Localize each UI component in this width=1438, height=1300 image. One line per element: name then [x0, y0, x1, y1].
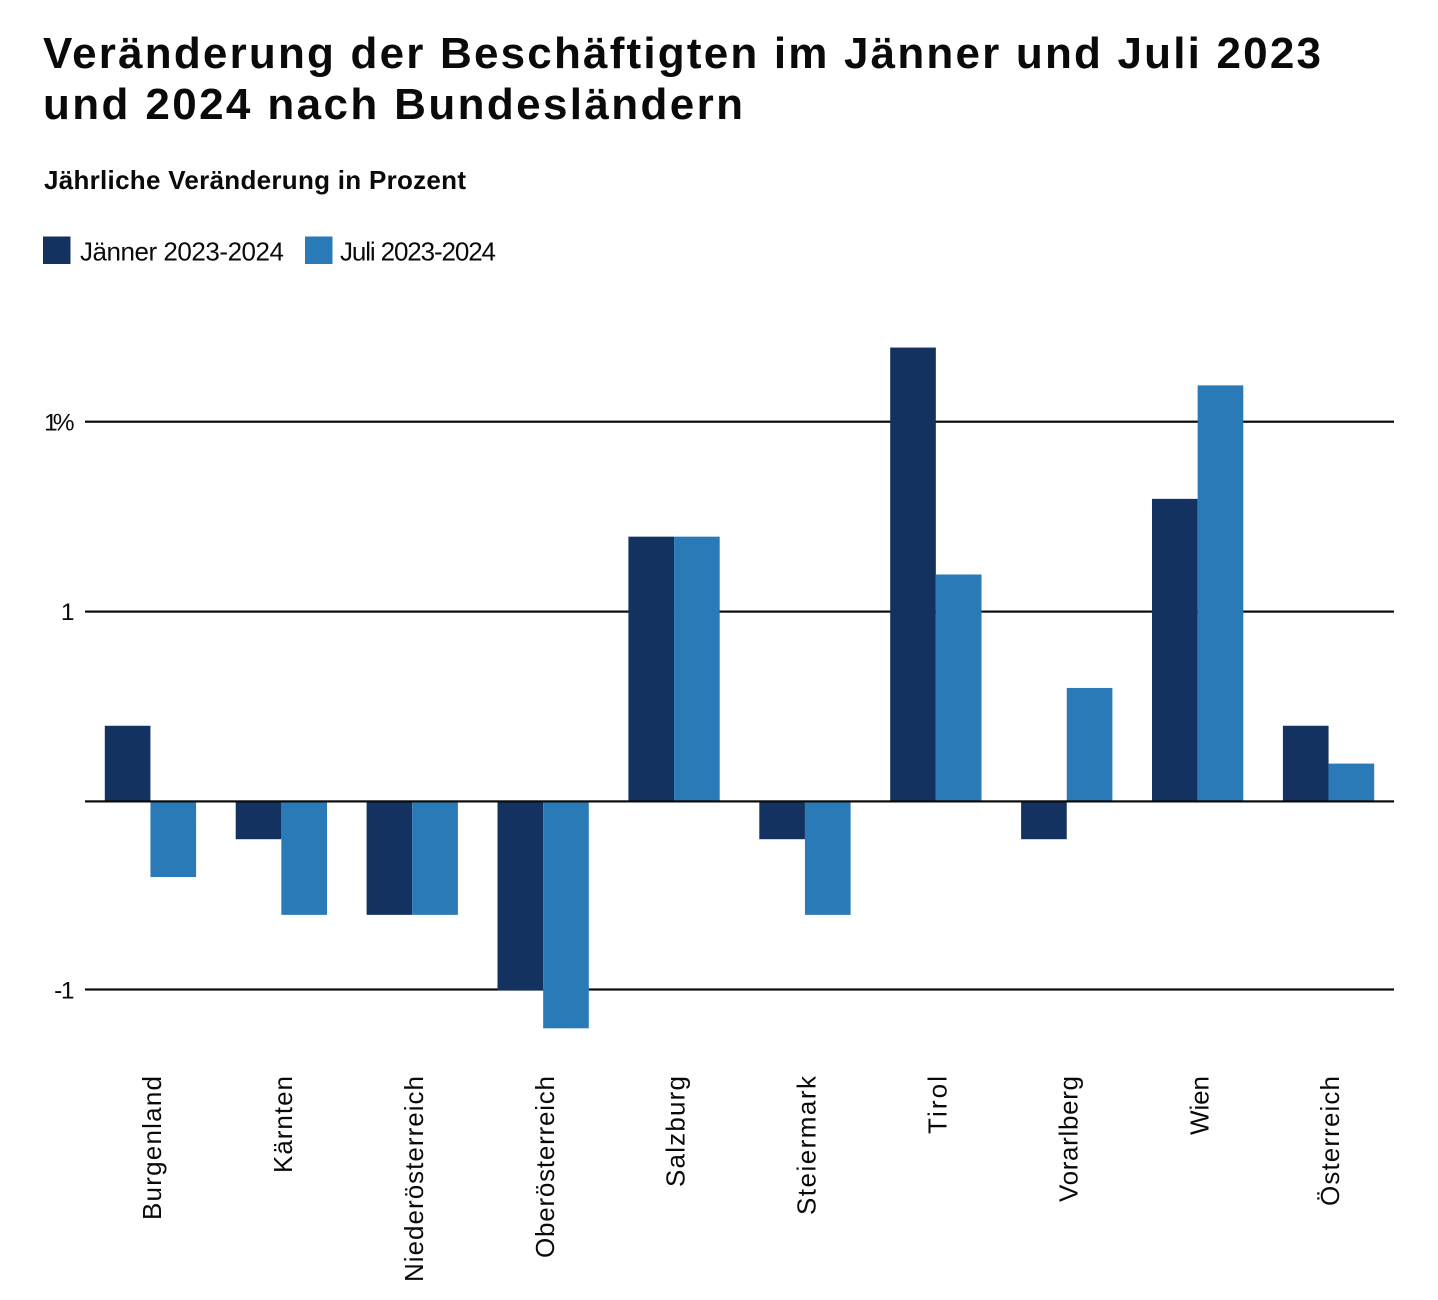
- svg-text:Veränderung der Beschäftigten: Veränderung der Beschäftigten im Jänner …: [43, 29, 1321, 78]
- svg-text:Niederösterreich: Niederösterreich: [399, 1076, 429, 1282]
- svg-text:Burgenland: Burgenland: [137, 1076, 167, 1220]
- svg-text:1: 1: [61, 599, 75, 626]
- svg-text:Kärnten: Kärnten: [268, 1076, 298, 1173]
- svg-text:Salzburg: Salzburg: [661, 1076, 691, 1187]
- svg-text:Vorarlberg: Vorarlberg: [1053, 1076, 1083, 1202]
- svg-text:Jährliche Veränderung in Proze: Jährliche Veränderung in Prozent: [44, 165, 466, 195]
- svg-text:Österreich: Österreich: [1315, 1076, 1345, 1206]
- svg-text:1%: 1%: [44, 409, 75, 436]
- svg-text:Jänner 2023-2024: Jänner 2023-2024: [80, 236, 284, 266]
- svg-text:Steiermark: Steiermark: [792, 1075, 822, 1215]
- svg-text:Wien: Wien: [1184, 1076, 1214, 1135]
- svg-text:Juli 2023-2024: Juli 2023-2024: [340, 236, 496, 266]
- svg-text:-1: -1: [54, 978, 74, 1005]
- svg-text:Tirol: Tirol: [922, 1076, 952, 1134]
- svg-text:Oberösterreich: Oberösterreich: [530, 1076, 560, 1258]
